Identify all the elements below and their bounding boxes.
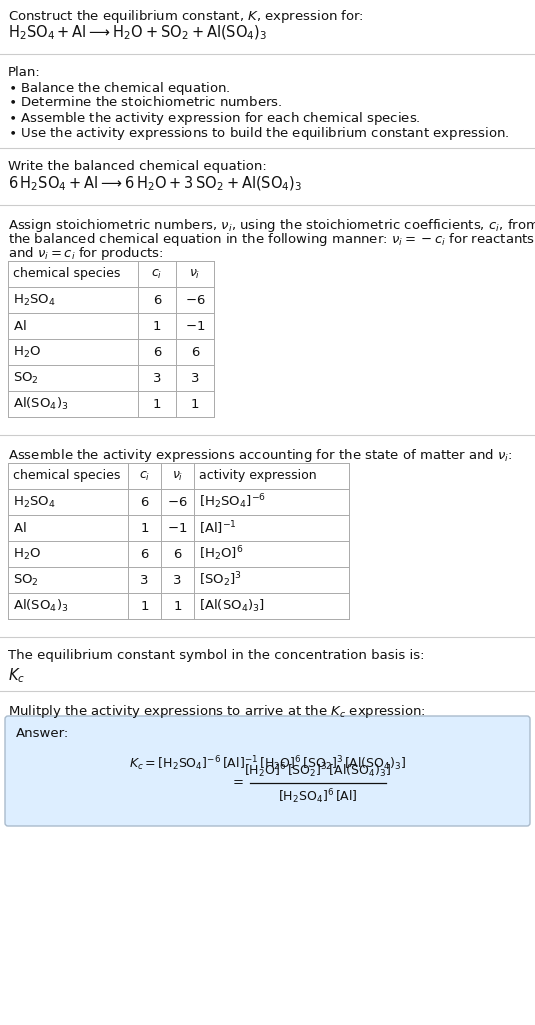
Text: $-1$: $-1$ [185,320,205,332]
Text: 3: 3 [191,371,199,384]
Text: 1: 1 [153,320,161,332]
Text: $-6$: $-6$ [167,495,188,508]
Text: $[\mathrm{H_2SO_4}]^6\,[\mathrm{Al}]$: $[\mathrm{H_2SO_4}]^6\,[\mathrm{Al}]$ [278,787,357,807]
Text: 3: 3 [153,371,161,384]
Text: 6: 6 [153,293,161,306]
FancyBboxPatch shape [5,716,530,826]
Text: Assign stoichiometric numbers, $\nu_i$, using the stoichiometric coefficients, $: Assign stoichiometric numbers, $\nu_i$, … [8,217,535,234]
Text: $\mathrm{H_2SO_4}$: $\mathrm{H_2SO_4}$ [13,494,56,509]
Text: $\nu_i$: $\nu_i$ [172,469,183,483]
Text: $\bullet$ Balance the chemical equation.: $\bullet$ Balance the chemical equation. [8,80,231,97]
Text: $=$: $=$ [231,775,244,787]
Text: 6: 6 [191,345,199,359]
Text: $\mathrm{Al}$: $\mathrm{Al}$ [13,319,27,333]
Text: 3: 3 [173,574,182,586]
Text: 6: 6 [153,345,161,359]
Text: the balanced chemical equation in the following manner: $\nu_i = -c_i$ for react: the balanced chemical equation in the fo… [8,231,535,248]
Text: activity expression: activity expression [199,469,317,483]
Text: 6: 6 [140,547,149,561]
Text: chemical species: chemical species [13,268,120,281]
Text: $-6$: $-6$ [185,293,205,306]
Text: $K_c$: $K_c$ [8,666,25,685]
Text: $\nu_i$: $\nu_i$ [189,268,201,281]
Text: Assemble the activity expressions accounting for the state of matter and $\nu_i$: Assemble the activity expressions accoun… [8,447,513,464]
Text: $6\,\mathrm{H_2SO_4} + \mathrm{Al} \longrightarrow 6\,\mathrm{H_2O} + 3\,\mathrm: $6\,\mathrm{H_2SO_4} + \mathrm{Al} \long… [8,175,302,194]
Text: and $\nu_i = c_i$ for products:: and $\nu_i = c_i$ for products: [8,245,164,262]
Text: Construct the equilibrium constant, $K$, expression for:: Construct the equilibrium constant, $K$,… [8,8,364,25]
Text: Mulitply the activity expressions to arrive at the $K_c$ expression:: Mulitply the activity expressions to arr… [8,703,426,720]
Text: $\mathrm{Al(SO_4)_3}$: $\mathrm{Al(SO_4)_3}$ [13,598,68,614]
Text: $[\mathrm{Al}]^{-1}$: $[\mathrm{Al}]^{-1}$ [199,520,237,537]
Text: 3: 3 [140,574,149,586]
Text: $[\mathrm{H_2O}]^6$: $[\mathrm{H_2O}]^6$ [199,544,243,564]
Text: $\bullet$ Assemble the activity expression for each chemical species.: $\bullet$ Assemble the activity expressi… [8,110,421,127]
Text: Write the balanced chemical equation:: Write the balanced chemical equation: [8,160,267,173]
Text: $c_i$: $c_i$ [139,469,150,483]
Text: 6: 6 [173,547,182,561]
Text: $\mathrm{H_2SO_4}$: $\mathrm{H_2SO_4}$ [13,292,56,308]
Text: $\mathrm{Al(SO_4)_3}$: $\mathrm{Al(SO_4)_3}$ [13,396,68,412]
Text: $\mathrm{Al}$: $\mathrm{Al}$ [13,521,27,535]
Text: The equilibrium constant symbol in the concentration basis is:: The equilibrium constant symbol in the c… [8,649,424,662]
Text: $\mathrm{SO_2}$: $\mathrm{SO_2}$ [13,370,39,385]
Text: 1: 1 [153,398,161,410]
Text: chemical species: chemical species [13,469,120,483]
Text: $[\mathrm{H_2SO_4}]^{-6}$: $[\mathrm{H_2SO_4}]^{-6}$ [199,493,266,511]
Text: $[\mathrm{SO_2}]^3$: $[\mathrm{SO_2}]^3$ [199,571,242,589]
Text: 6: 6 [140,495,149,508]
Text: 1: 1 [173,600,182,613]
Text: $[\mathrm{H_2O}]^6\,[\mathrm{SO_2}]^3\,[\mathrm{Al(SO_4)_3}]$: $[\mathrm{H_2O}]^6\,[\mathrm{SO_2}]^3\,[… [244,762,391,780]
Text: $\mathrm{H_2SO_4} + \mathrm{Al} \longrightarrow \mathrm{H_2O} + \mathrm{SO_2} + : $\mathrm{H_2SO_4} + \mathrm{Al} \longrig… [8,24,267,42]
Bar [8,261,214,417]
Text: $\bullet$ Use the activity expressions to build the equilibrium constant express: $\bullet$ Use the activity expressions t… [8,125,509,142]
Text: $\mathrm{H_2O}$: $\mathrm{H_2O}$ [13,546,41,562]
Text: Plan:: Plan: [8,66,41,79]
Text: $c_i$: $c_i$ [151,268,163,281]
Text: 1: 1 [140,522,149,534]
Text: 1: 1 [191,398,199,410]
Text: $[\mathrm{Al(SO_4)_3}]$: $[\mathrm{Al(SO_4)_3}]$ [199,598,265,614]
Text: $\bullet$ Determine the stoichiometric numbers.: $\bullet$ Determine the stoichiometric n… [8,95,282,109]
Text: Answer:: Answer: [16,727,69,740]
Text: $\mathrm{SO_2}$: $\mathrm{SO_2}$ [13,572,39,587]
Bar [8,463,349,619]
Text: $K_c = [\mathrm{H_2SO_4}]^{-6}\,[\mathrm{Al}]^{-1}\,[\mathrm{H_2O}]^{6}\,[\mathr: $K_c = [\mathrm{H_2SO_4}]^{-6}\,[\mathrm… [129,754,406,773]
Text: 1: 1 [140,600,149,613]
Text: $-1$: $-1$ [167,522,188,534]
Text: $\mathrm{H_2O}$: $\mathrm{H_2O}$ [13,344,41,360]
